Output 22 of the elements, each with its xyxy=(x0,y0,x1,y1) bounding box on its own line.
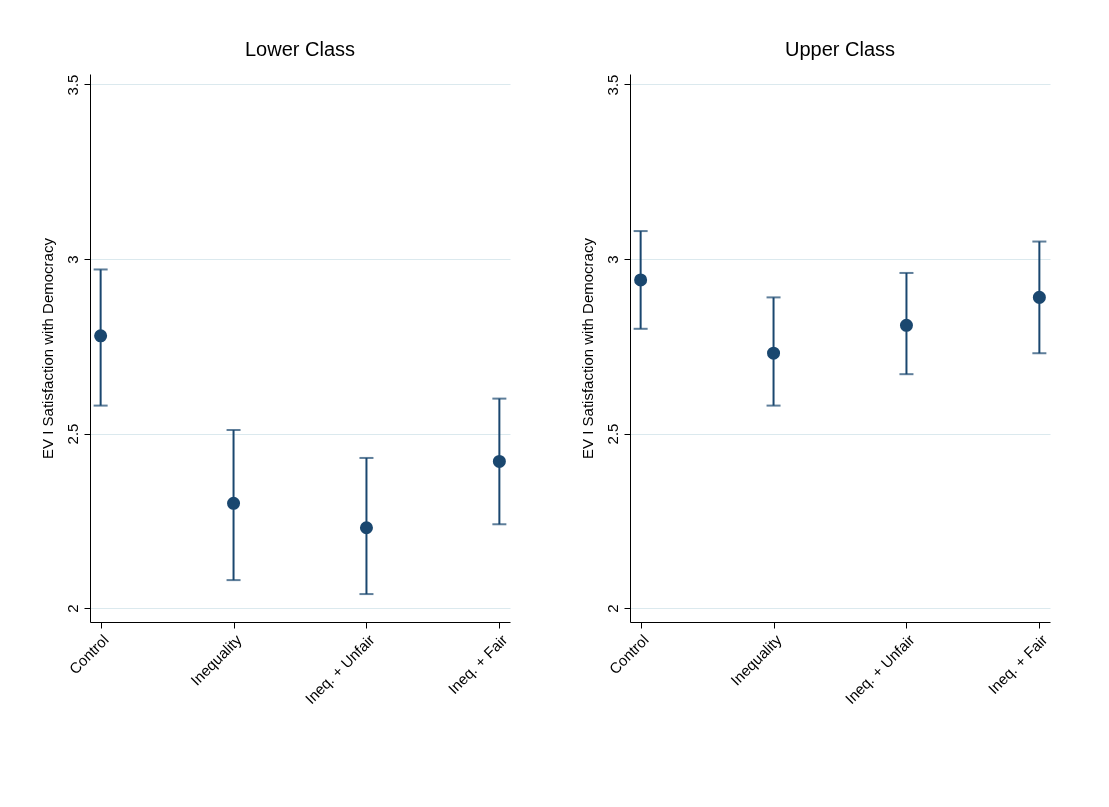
chart-title: Upper Class xyxy=(784,38,896,60)
chart-title: Lower Class xyxy=(244,38,356,60)
y-tick-label: 3.5 xyxy=(603,74,621,96)
x-tick-label: Ineq. + Fair xyxy=(984,631,1051,698)
y-tick-label: 2 xyxy=(63,604,81,613)
y-axis-title: EV I Satisfaction with Democracy xyxy=(38,237,56,459)
point xyxy=(634,273,648,287)
y-tick-label: 2.5 xyxy=(63,423,81,445)
point xyxy=(94,329,108,343)
x-tick-label: Ineq. + Fair xyxy=(444,631,511,698)
y-tick-label: 3 xyxy=(603,255,621,264)
point xyxy=(492,454,506,468)
point xyxy=(359,521,373,535)
point xyxy=(227,496,241,510)
y-tick-label: 3 xyxy=(63,255,81,264)
y-tick-label: 2.5 xyxy=(603,423,621,445)
point xyxy=(1032,290,1046,304)
y-tick-label: 2 xyxy=(603,604,621,613)
point xyxy=(899,318,913,332)
point xyxy=(767,346,781,360)
y-axis-title: EV I Satisfaction with Democracy xyxy=(578,237,596,459)
y-tick-label: 3.5 xyxy=(63,74,81,96)
